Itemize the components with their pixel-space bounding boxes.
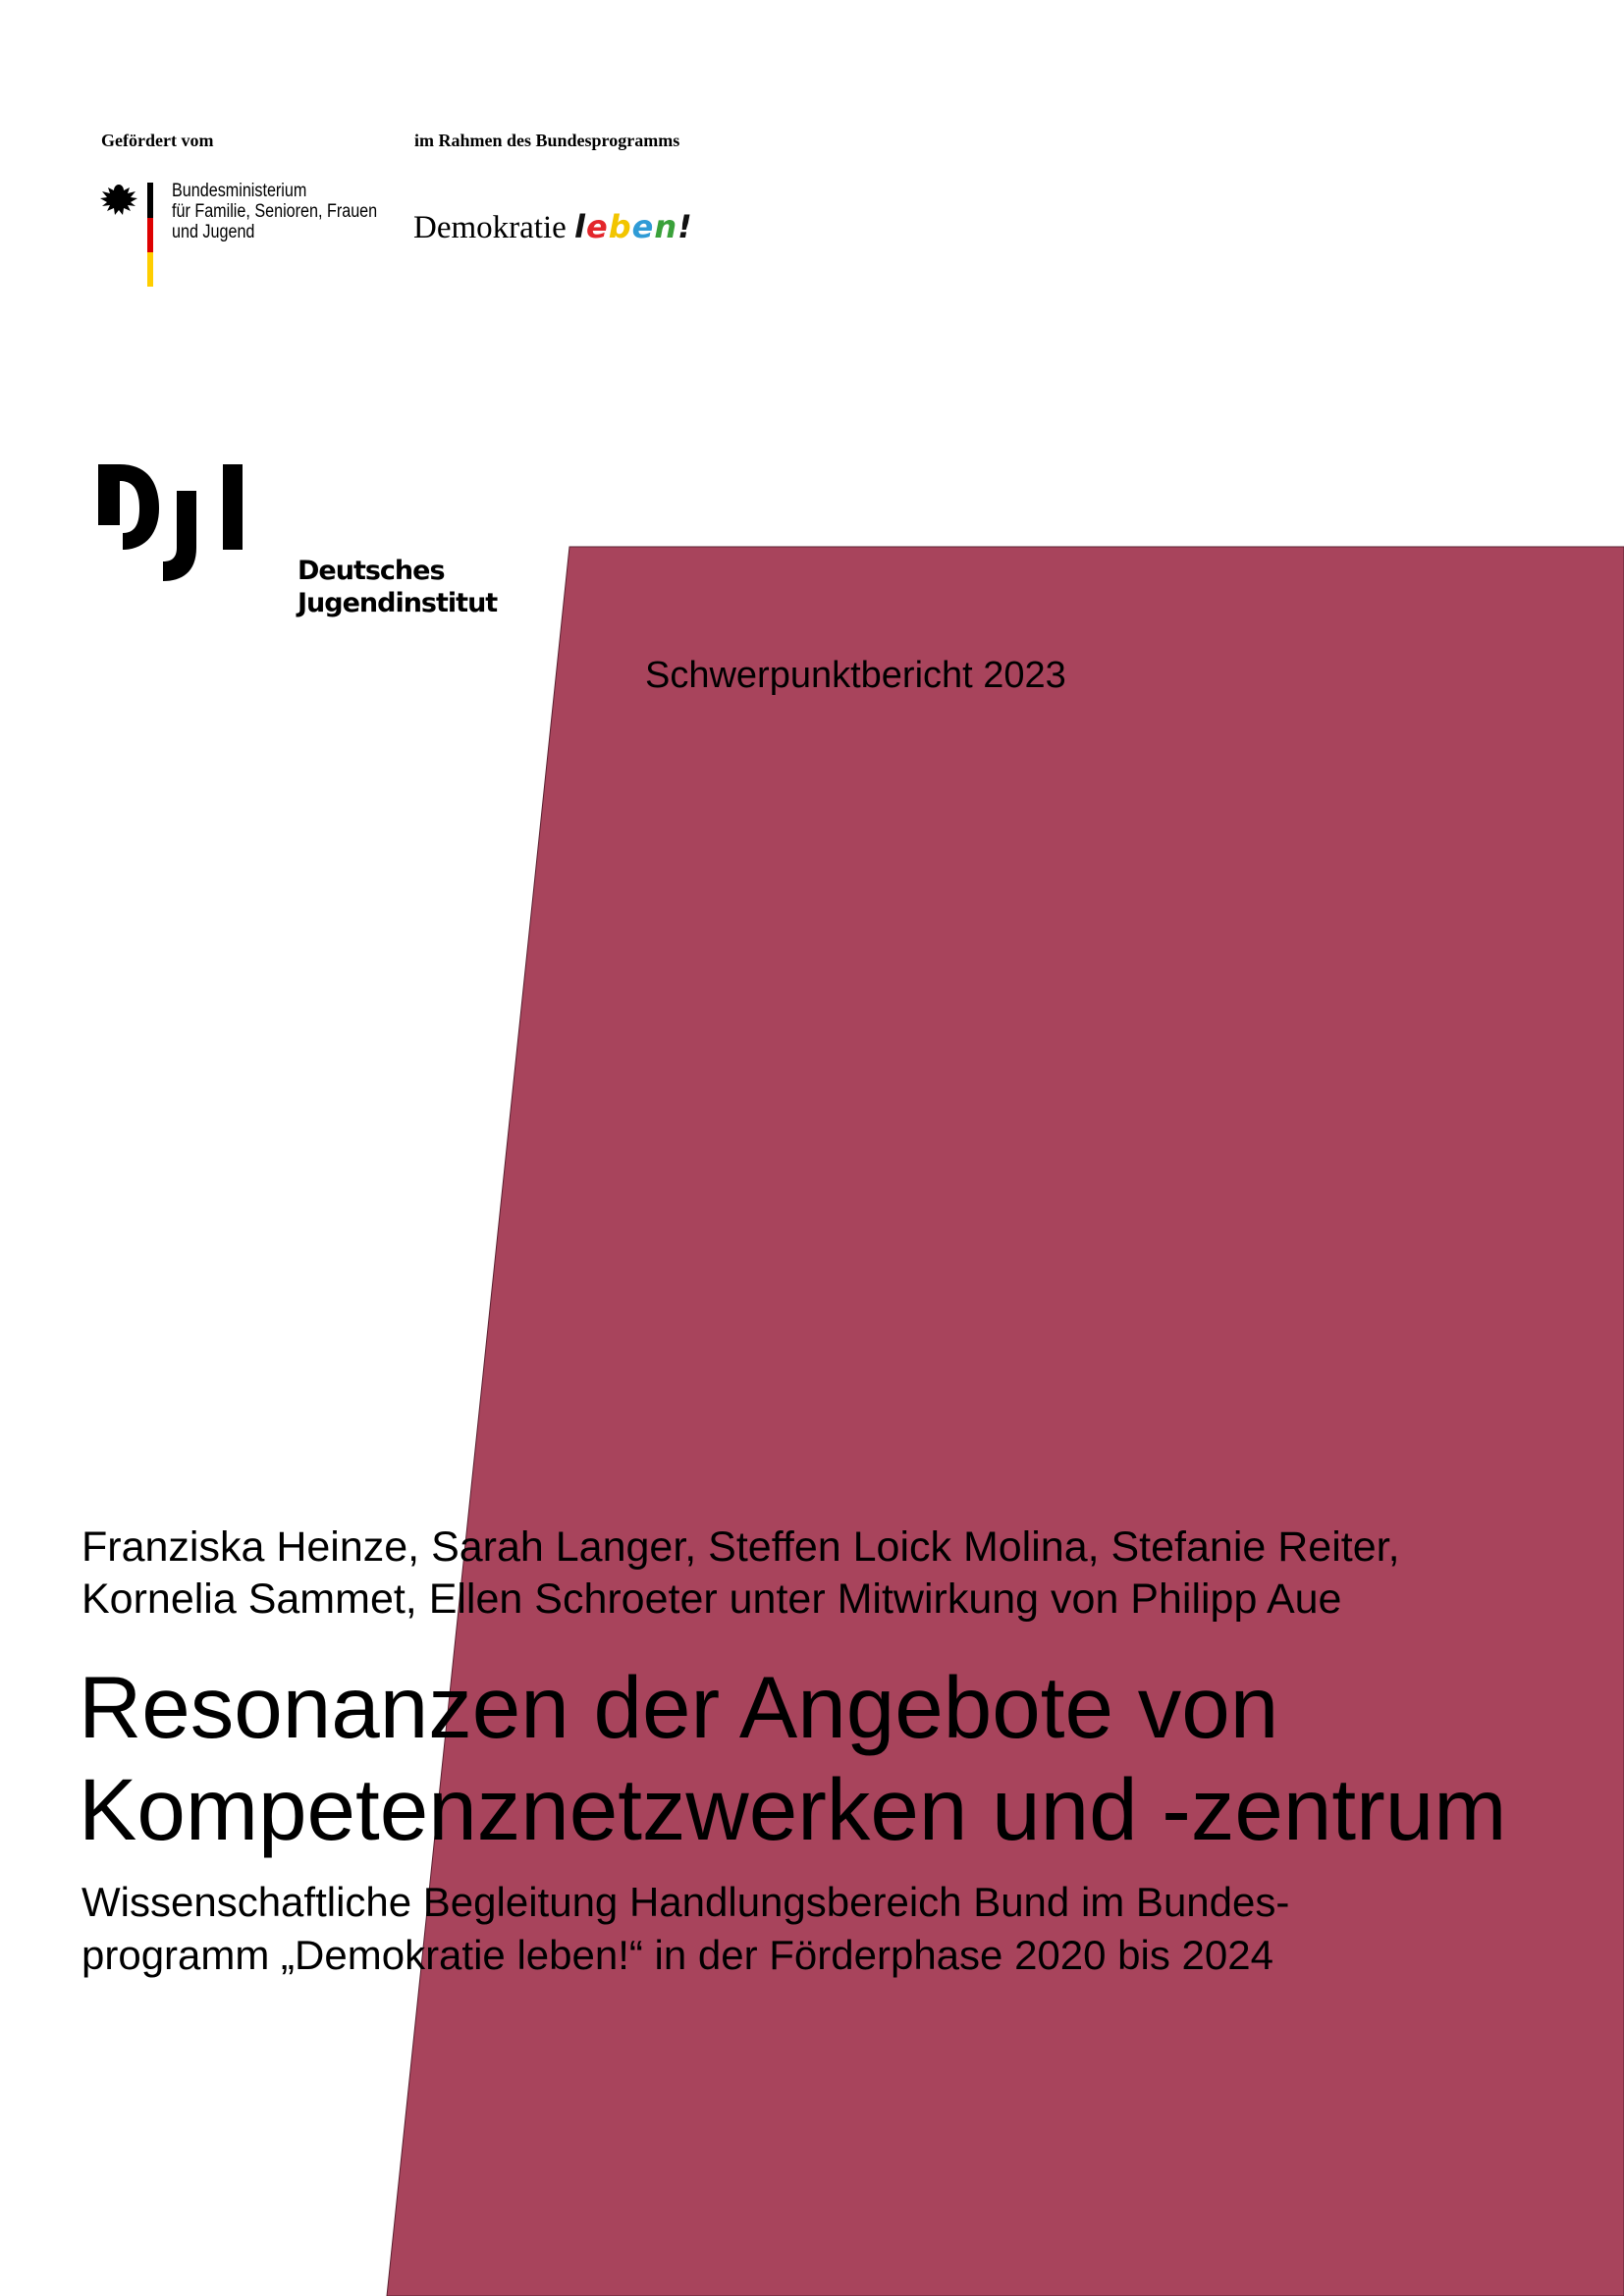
subtitle-line: Wissenschaftliche Begleitung Handlungsbe… <box>81 1879 1290 1925</box>
title-line: Resonanzen der Angebote von <box>79 1658 1279 1756</box>
programme-label: im Rahmen des Bundesprogramms <box>414 131 680 150</box>
authors: Franziska Heinze, Sarah Langer, Steffen … <box>81 1522 1400 1626</box>
title-line: Kompetenznetzwerken und -zentrum <box>79 1760 1507 1858</box>
institute-name: Deutsches Jugendinstitut <box>298 555 498 619</box>
ministry-line: für Familie, Senioren, Frauen <box>172 201 378 222</box>
report-type: Schwerpunktbericht 2023 <box>645 655 1066 696</box>
authors-line: Kornelia Sammet, Ellen Schroeter unter M… <box>81 1575 1342 1623</box>
programme-logo-text: Demokratie <box>413 210 567 245</box>
institute-name-line: Jugendinstitut <box>298 588 498 618</box>
programme-logo-script: leben! <box>574 208 693 245</box>
document-subtitle: Wissenschaftliche Begleitung Handlungsbe… <box>81 1876 1289 1982</box>
subtitle-line: programm „Demokratie leben!“ in der Förd… <box>81 1932 1273 1978</box>
ministry-line: und Jugend <box>172 222 255 242</box>
institute-name-line: Deutsches <box>298 556 446 586</box>
ministry-line: Bundesministerium <box>172 181 307 201</box>
ministry-name: Bundesministerium für Familie, Senioren,… <box>172 181 377 242</box>
programme-logo: Demokratie leben! <box>413 208 693 246</box>
funded-by-label: Gefördert vom <box>101 131 214 150</box>
flag-stripe-black <box>147 183 153 218</box>
federal-eagle-icon <box>100 185 137 215</box>
flag-stripe-gold <box>147 252 153 287</box>
dji-logo <box>98 464 243 581</box>
document-title: Resonanzen der Angebote von Kompetenznet… <box>79 1656 1506 1860</box>
authors-line: Franziska Heinze, Sarah Langer, Steffen … <box>81 1523 1400 1571</box>
flag-stripe-red <box>147 218 153 252</box>
